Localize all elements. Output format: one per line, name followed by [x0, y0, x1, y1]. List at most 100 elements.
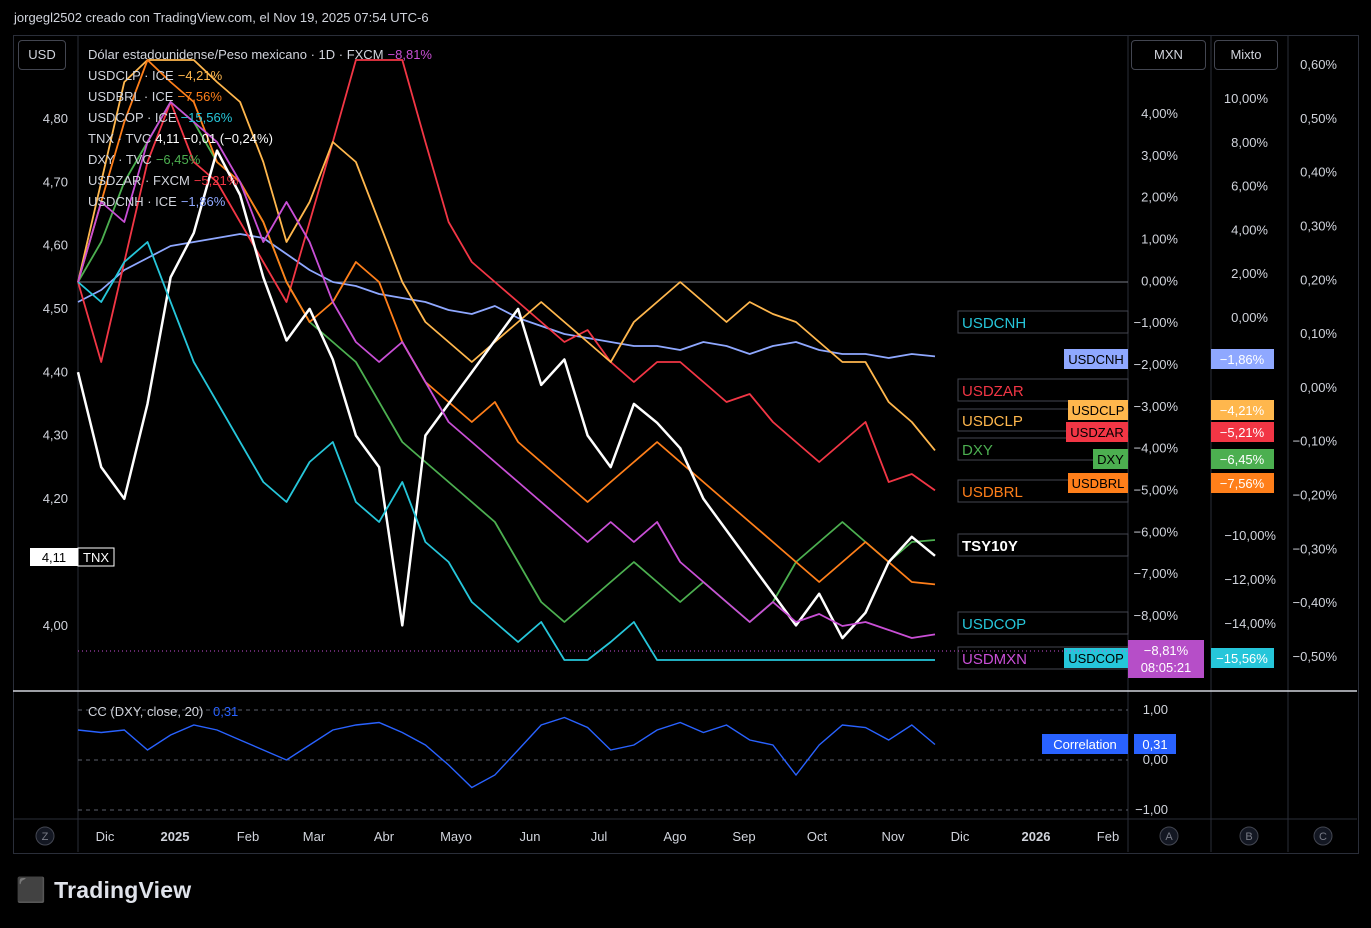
scale-name-tag [1066, 422, 1128, 442]
scale-value-tag-text: −7,56% [1220, 476, 1265, 491]
mixto-scale-button[interactable]: Mixto [1214, 40, 1278, 70]
scale-name-tag-text: DXY [1097, 452, 1124, 467]
mxn-scale-button[interactable]: MXN [1131, 40, 1206, 70]
left-axis-tick: 4,30 [43, 428, 68, 443]
left-axis-tick: 4,20 [43, 491, 68, 506]
right-axis-tick: −0,20% [1293, 488, 1338, 503]
mixto-axis-tick: −12,00% [1224, 572, 1276, 587]
legend-item-name: Dólar estadounidense/Peso mexicano · 1D … [88, 47, 384, 62]
usd-scale-button[interactable]: USD [18, 40, 66, 70]
correlation-label-box [1042, 734, 1128, 754]
series-end-label-box [957, 611, 1129, 635]
legend-item[interactable]: Dólar estadounidense/Peso mexicano · 1D … [88, 44, 432, 65]
left-axis-tick: 4,40 [43, 364, 68, 379]
series-end-label: TSY10Y [962, 538, 1018, 555]
oscillator-line [77, 716, 936, 789]
scale-value-tag-text: −15,56% [1216, 651, 1268, 666]
scale-name-tag [1093, 449, 1128, 469]
scale-name-tag [1064, 349, 1128, 369]
scale-name-tag [1068, 400, 1128, 420]
mxn-axis-tick: −8,00% [1134, 608, 1179, 623]
scale-mode-button-a[interactable] [1159, 826, 1179, 846]
scale-mode-button-z[interactable] [35, 826, 55, 846]
right-axis-tick: 0,40% [1300, 165, 1337, 180]
oscillator-value: 0,31 [212, 704, 239, 719]
right-axis-tick: −0,40% [1293, 595, 1338, 610]
legend-item-name: USDBRL · ICE [88, 89, 174, 104]
legend-item-name: DXY · TVC [88, 152, 152, 167]
scale-value-tag [1211, 473, 1274, 493]
x-axis-tick: Mar [303, 829, 326, 844]
scale-mode-button-b[interactable] [1239, 826, 1259, 846]
osc-axis-tick: −1,00 [1135, 802, 1168, 817]
chart-frame[interactable] [13, 35, 1359, 854]
right-axis-tick: −0,30% [1293, 541, 1338, 556]
mixto-axis-tick: 0,00% [1231, 310, 1268, 325]
scale-mode-label-c: C [1319, 831, 1327, 843]
legend-item[interactable]: DXY · TVC −6,45% [88, 149, 432, 170]
legend-item-value: −8,81% [387, 47, 432, 62]
scale-name-tag [1064, 648, 1128, 668]
legend-item[interactable]: USDCLP · ICE −4,21% [88, 65, 432, 86]
tnx-badge-value-box [30, 548, 78, 566]
x-axis-tick: Jun [520, 829, 541, 844]
legend-item-value: −4,21% [177, 68, 223, 83]
tradingview-logo-icon: ⬛ [16, 877, 47, 904]
x-axis-tick: Feb [1097, 829, 1119, 844]
legend-item-value: −1,86% [180, 194, 226, 209]
osc-axis-tick: 1,00 [1143, 702, 1168, 717]
scale-mode-button-c[interactable] [1313, 826, 1333, 846]
x-axis-tick: 2026 [1022, 829, 1051, 844]
mxn-axis-tick: −2,00% [1134, 357, 1179, 372]
legend-item-value: −7,56% [177, 89, 222, 104]
right-axis-tick: 0,20% [1300, 272, 1337, 287]
series-line-tnx [76, 149, 936, 640]
mixto-axis-tick: −14,00% [1224, 616, 1276, 631]
legend-item-name: USDCNH · ICE [88, 194, 177, 209]
mxn-axis-tick: 4,00% [1141, 106, 1178, 121]
series-end-label: USDBRL [962, 484, 1023, 501]
tradingview-logo[interactable]: ⬛ TradingView [16, 876, 191, 905]
legend-item[interactable]: USDBRL · ICE −7,56% [88, 86, 432, 107]
series-end-label-box [957, 533, 1129, 557]
legend-item-name: USDCLP · ICE [88, 68, 174, 83]
left-axis-tick: 4,60 [43, 238, 68, 253]
x-axis-tick: Ago [663, 829, 686, 844]
x-axis-tick: Mayo [440, 829, 472, 844]
oscillator-name: CC (DXY, close, 20) [88, 704, 204, 719]
legend-item-name: USDZAR · FXCM [88, 173, 190, 188]
mxn-axis-tick: 1,00% [1141, 232, 1178, 247]
legend-item[interactable]: USDZAR · FXCM −5,21% [88, 170, 432, 191]
mixto-axis-tick: 8,00% [1231, 135, 1268, 150]
scale-name-tag-text: USDCNH [1068, 352, 1124, 367]
series-end-label-box [957, 378, 1129, 402]
mxn-axis-tick: −1,00% [1134, 315, 1179, 330]
x-axis-tick: Jul [591, 829, 608, 844]
mixto-axis-tick: −10,00% [1224, 528, 1276, 543]
series-end-label: USDCOP [962, 616, 1026, 633]
mxn-last-price-value: −8,81% [1144, 643, 1189, 658]
x-axis-tick: Nov [881, 829, 905, 844]
legend-item[interactable]: USDCNH · ICE −1,86% [88, 191, 432, 212]
series-line-usdcnh [77, 233, 936, 359]
scale-value-tag [1211, 449, 1274, 469]
mxn-axis-tick: 2,00% [1141, 190, 1178, 205]
mxn-axis-tick: −3,00% [1134, 399, 1179, 414]
series-end-label: USDCNH [962, 315, 1026, 332]
legend-item-name: TNX · TVC [88, 131, 152, 146]
legend-item[interactable]: TNX · TVC 4,11 −0,01 (−0,24%) [88, 128, 432, 149]
mixto-axis-tick: 4,00% [1231, 222, 1268, 237]
scale-value-tag-text: −6,45% [1220, 452, 1265, 467]
right-axis-tick: −0,50% [1293, 649, 1338, 664]
x-axis-tick: Dic [96, 829, 115, 844]
scale-value-tag [1211, 400, 1274, 420]
mxn-axis-tick: 0,00% [1141, 273, 1178, 288]
scale-name-tag-text: USDBRL [1072, 476, 1125, 491]
scale-value-tag-text: −5,21% [1220, 425, 1265, 440]
left-axis-tick: 4,00 [43, 618, 68, 633]
scale-mode-label-a: A [1165, 831, 1173, 843]
mxn-axis-tick: −5,00% [1134, 483, 1179, 498]
legend-item[interactable]: USDCOP · ICE −15,56% [88, 107, 432, 128]
correlation-value-box [1134, 734, 1176, 754]
